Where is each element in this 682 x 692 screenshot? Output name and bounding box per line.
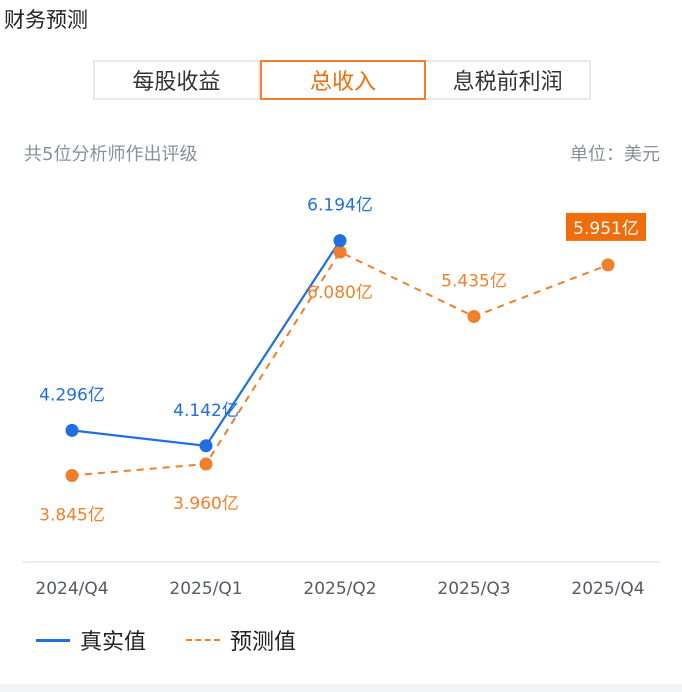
- forecast-point[interactable]: [65, 469, 79, 482]
- x-tick-label: 2025/Q2: [303, 579, 376, 599]
- x-tick-label: 2025/Q1: [169, 579, 242, 599]
- legend-label-forecast: 预测值: [230, 630, 297, 655]
- forecast-point[interactable]: [467, 310, 481, 323]
- forecast-chart: 2024/Q4 2025/Q1 2025/Q2 2025/Q3 2025/Q4 4.296…: [22, 196, 660, 599]
- legend-label-actual: 真实值: [80, 630, 147, 655]
- forecast-point[interactable]: [333, 245, 347, 259]
- data-label-actual: 4.296亿: [39, 385, 105, 405]
- highlight-label-box: [566, 212, 646, 241]
- bottom-divider: [0, 684, 682, 692]
- legend-item-actual[interactable]: 真实值: [36, 624, 146, 656]
- data-label-actual: 6.194亿: [307, 196, 373, 216]
- metric-tabs: 每股收益 总收入 息税前利润: [93, 60, 591, 100]
- legend-item-forecast[interactable]: 预测值: [186, 624, 296, 656]
- legend-swatch-forecast: [186, 639, 221, 641]
- chart-legend: 真实值 预测值: [36, 624, 336, 656]
- x-tick-label: 2025/Q4: [571, 579, 644, 599]
- tab-total-revenue[interactable]: 总收入: [259, 60, 427, 100]
- tab-ebit[interactable]: 息税前利润: [426, 62, 590, 98]
- data-label-forecast: 5.435亿: [441, 272, 507, 292]
- data-label-forecast: 6.080亿: [307, 283, 373, 303]
- page-title: 财务预测: [4, 8, 88, 32]
- actual-point[interactable]: [65, 423, 79, 437]
- actual-point[interactable]: [199, 439, 213, 453]
- analyst-count-text: 共5位分析师作出评级: [24, 144, 198, 165]
- tab-eps[interactable]: 每股收益: [95, 62, 260, 98]
- forecast-point[interactable]: [199, 457, 213, 471]
- actual-point[interactable]: [333, 234, 347, 248]
- data-label-actual: 4.142亿: [173, 401, 239, 421]
- forecast-point[interactable]: [601, 258, 615, 272]
- x-tick-label: 2025/Q3: [437, 579, 510, 599]
- data-label-forecast-highlight: 5.951亿: [573, 219, 639, 239]
- legend-swatch-actual: [36, 638, 70, 642]
- data-label-forecast: 3.845亿: [39, 506, 105, 526]
- x-tick-label: 2024/Q4: [35, 579, 108, 599]
- unit-label: 单位：美元: [570, 144, 660, 165]
- data-label-forecast: 3.960亿: [173, 494, 239, 514]
